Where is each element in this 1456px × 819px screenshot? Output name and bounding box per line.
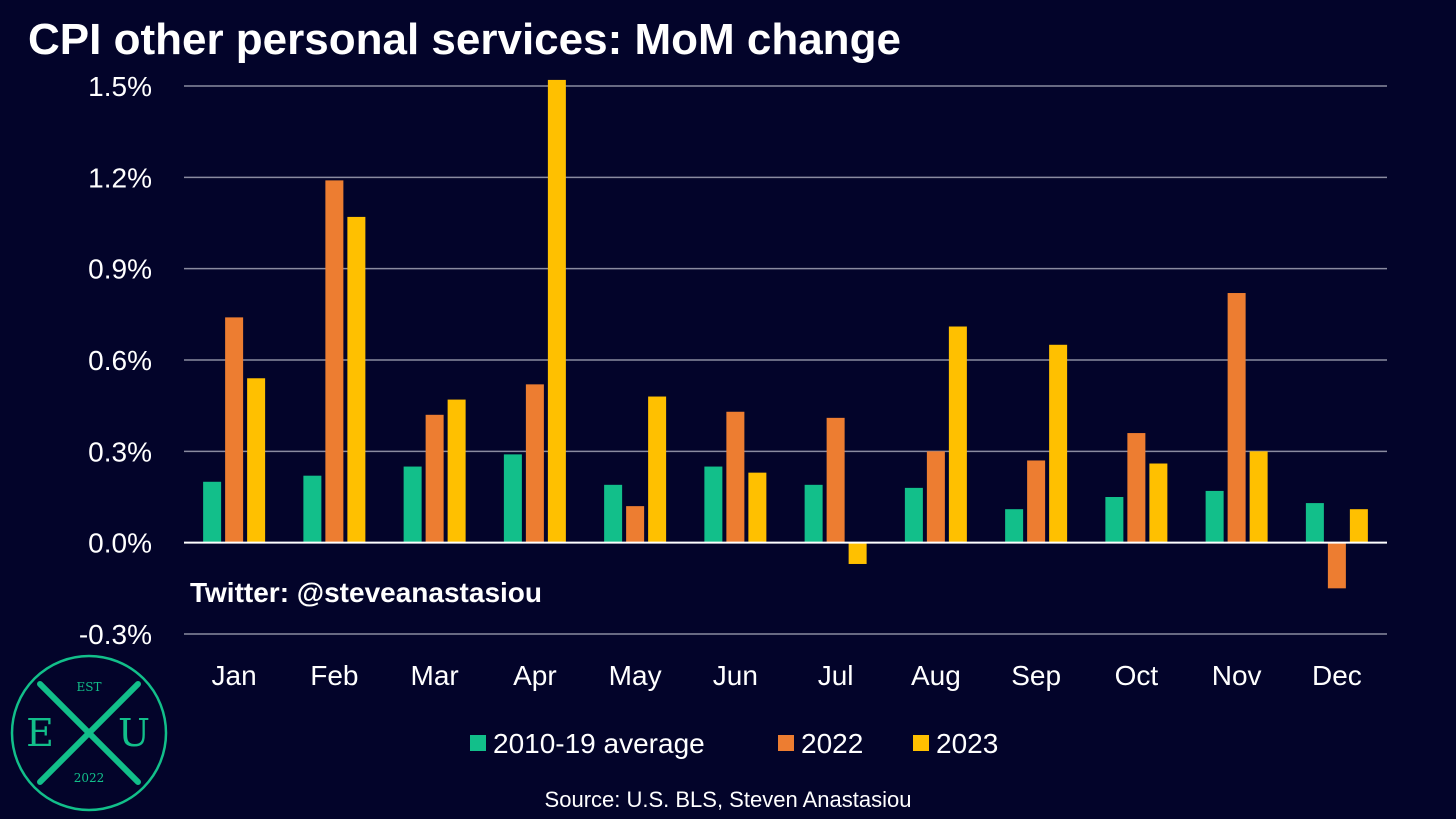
bar-jun-series-2 (748, 472, 767, 543)
x-tick-label: Jul (818, 660, 854, 691)
bar-may-series-1 (626, 506, 645, 543)
legend-swatch (470, 735, 486, 751)
x-tick-label: Apr (513, 660, 557, 691)
x-axis: Jan Feb Mar Apr May Jun Jul Aug Sep Oct Nov Dec (212, 660, 1362, 691)
x-tick-label: Aug (911, 660, 961, 691)
bar-sep-series-1 (1027, 460, 1046, 543)
legend-swatch (913, 735, 929, 751)
bar-aug-series-0 (904, 487, 923, 543)
bars (203, 79, 1368, 589)
bar-jan-series-2 (247, 378, 266, 543)
logo-letter-e: E (26, 711, 54, 755)
bar-dec-series-2 (1349, 509, 1368, 543)
bar-mar-series-0 (403, 466, 422, 543)
y-tick-label: 0.3% (88, 436, 152, 467)
bar-may-series-2 (648, 396, 667, 543)
grid (184, 85, 1387, 635)
x-tick-label: Mar (411, 660, 459, 691)
bar-apr-series-0 (503, 454, 522, 543)
logo-cross-b (37, 681, 141, 785)
x-tick-label: Jan (212, 660, 257, 691)
bar-sep-series-2 (1049, 344, 1068, 543)
y-tick-label: 0.6% (88, 345, 152, 376)
bar-feb-series-2 (347, 216, 366, 543)
bar-sep-series-0 (1005, 509, 1024, 543)
bar-nov-series-1 (1227, 293, 1246, 543)
bar-jan-series-0 (203, 481, 222, 543)
bar-feb-series-0 (303, 475, 322, 543)
y-tick-label: -0.3% (79, 619, 152, 650)
bar-dec-series-1 (1327, 542, 1346, 589)
bar-nov-series-0 (1205, 490, 1224, 543)
bar-jul-series-0 (804, 484, 823, 543)
y-tick-label: 1.2% (88, 162, 152, 193)
logo-est: EST (77, 680, 102, 694)
exu-logo: EST E U 2022 (10, 654, 168, 812)
bar-mar-series-2 (447, 399, 466, 543)
bar-nov-series-2 (1249, 451, 1268, 543)
chart-title: CPI other personal services: MoM change (28, 15, 901, 64)
legend-label: 2023 (936, 728, 998, 759)
legend-swatch (778, 735, 794, 751)
bar-jun-series-1 (726, 411, 745, 543)
twitter-annotation: Twitter: @steveanastasiou (190, 577, 542, 608)
x-tick-label: Jun (713, 660, 758, 691)
y-tick-label: 0.9% (88, 254, 152, 285)
x-tick-label: May (609, 660, 662, 691)
bar-apr-series-1 (525, 384, 544, 543)
x-tick-label: Sep (1011, 660, 1061, 691)
bar-apr-series-2 (547, 79, 566, 543)
bar-aug-series-2 (948, 326, 967, 543)
bar-oct-series-0 (1105, 497, 1124, 543)
bar-jan-series-1 (225, 317, 244, 543)
bar-dec-series-0 (1305, 503, 1324, 543)
bar-jul-series-2 (848, 542, 867, 564)
bar-mar-series-1 (425, 414, 444, 543)
legend: 2010-19 average 2022 2023 (470, 728, 998, 759)
y-tick-label: 0.0% (88, 528, 152, 559)
legend-label: 2022 (801, 728, 863, 759)
bar-oct-series-1 (1127, 433, 1146, 543)
legend-label: 2010-19 average (493, 728, 705, 759)
bar-feb-series-1 (325, 180, 344, 543)
x-tick-label: Feb (310, 660, 358, 691)
x-tick-label: Oct (1115, 660, 1159, 691)
x-tick-label: Nov (1212, 660, 1262, 691)
bar-may-series-0 (604, 484, 623, 543)
x-tick-label: Dec (1312, 660, 1362, 691)
bar-oct-series-2 (1149, 463, 1168, 543)
logo-year: 2022 (74, 771, 105, 785)
bar-aug-series-1 (926, 451, 945, 543)
source-note: Source: U.S. BLS, Steven Anastasiou (545, 787, 912, 812)
y-tick-label: 1.5% (88, 71, 152, 102)
bar-jul-series-1 (826, 417, 845, 543)
logo-ring (10, 654, 168, 812)
y-axis: 1.5% 1.2% 0.9% 0.6% 0.3% 0.0% -0.3% (79, 71, 152, 650)
bar-jun-series-0 (704, 466, 723, 543)
logo-letter-u: U (118, 711, 150, 755)
